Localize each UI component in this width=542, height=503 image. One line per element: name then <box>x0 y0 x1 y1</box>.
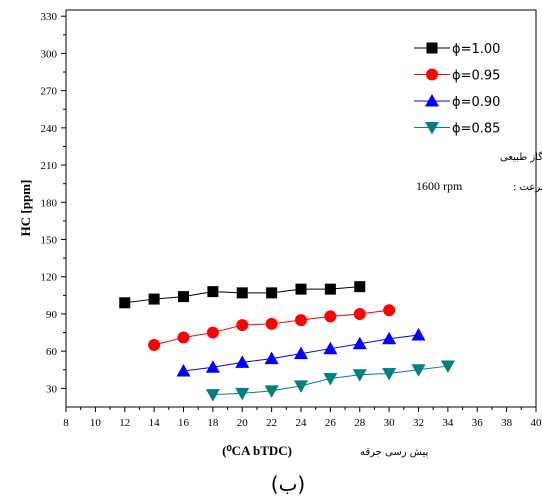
panel-label: (ب) <box>271 472 305 496</box>
y-tick-label: 240 <box>41 123 58 135</box>
triangle-up-marker <box>235 355 250 368</box>
series-1 <box>119 281 366 309</box>
square-marker <box>236 287 248 299</box>
square-marker <box>178 291 189 303</box>
triangle-up-marker <box>382 331 397 345</box>
circle-marker <box>295 314 307 327</box>
legend-label: ϕ=0.95 <box>452 69 500 84</box>
triangle-up-marker <box>205 360 220 373</box>
x-tick-label: 40 <box>531 417 542 429</box>
legend-item: ϕ=0.90 <box>414 94 500 110</box>
square-marker <box>295 283 307 295</box>
series-layer <box>119 281 455 402</box>
square-marker <box>426 42 438 54</box>
triangle-down-marker <box>411 364 426 377</box>
triangle-up-marker <box>425 94 439 107</box>
x-tick-label: 34 <box>442 417 454 429</box>
legend-item: ϕ=1.00 <box>414 42 500 57</box>
triangle-down-marker <box>294 380 308 393</box>
triangle-down-marker <box>235 387 250 401</box>
speed-label: سرعت : <box>513 182 542 193</box>
circle-marker <box>353 307 366 320</box>
x-axis-title-fa: پیش رسی جرقه <box>360 447 429 458</box>
triangle-up-marker <box>294 346 308 360</box>
series-3 <box>176 328 426 377</box>
y-tick-label: 30 <box>46 383 58 395</box>
square-marker <box>354 281 366 293</box>
circle-marker <box>324 310 337 323</box>
speed-value: 1600 rpm <box>416 179 463 193</box>
triangle-down-marker <box>264 385 279 398</box>
x-tick-label: 8 <box>63 417 69 429</box>
square-marker <box>119 297 131 309</box>
x-tick-label: 10 <box>90 417 102 429</box>
legend-label: ϕ=0.90 <box>452 95 500 110</box>
x-tick-label: 26 <box>325 417 337 429</box>
y-tick-label: 120 <box>41 272 58 284</box>
triangle-up-marker <box>264 351 279 365</box>
legend-item: ϕ=0.85 <box>414 122 500 137</box>
square-marker <box>148 293 160 305</box>
y-tick-label: 330 <box>41 11 58 23</box>
y-tick-label: 270 <box>41 86 58 98</box>
triangle-up-marker <box>176 364 191 377</box>
circle-marker <box>148 338 161 351</box>
x-tick-label: 38 <box>501 417 513 429</box>
x-tick-label: 16 <box>178 417 190 429</box>
triangle-up-marker <box>323 341 338 355</box>
square-marker <box>324 283 336 295</box>
legend-label: ϕ=0.85 <box>452 122 500 137</box>
circle-marker <box>206 326 219 339</box>
plot-frame <box>65 9 537 408</box>
x-tick-label: 12 <box>119 417 130 429</box>
circle-marker <box>265 317 278 330</box>
y-tick-label: 90 <box>46 309 58 321</box>
x-tick-label: 30 <box>384 417 396 429</box>
y-tick-labels: 30 60 90 120 150 180 210 240 270 300 330 <box>41 11 58 395</box>
y-tick-label: 300 <box>41 48 58 60</box>
y-tick-label: 60 <box>46 346 58 358</box>
circle-marker <box>177 331 190 344</box>
legend-label: ϕ=1.00 <box>452 42 500 57</box>
x-tick-label: 28 <box>354 417 366 429</box>
triangle-up-marker <box>411 328 426 341</box>
x-tick-label: 24 <box>296 417 308 429</box>
x-tick-labels: 8 10 12 14 16 18 20 22 24 26 28 30 32 34 36 38 40 <box>63 417 542 429</box>
square-marker <box>207 286 219 298</box>
circle-marker <box>426 68 438 81</box>
x-tick-label: 32 <box>413 417 424 429</box>
x-axis-title: (⁰CA bTDC) <box>222 443 292 458</box>
triangle-down-marker <box>323 372 338 386</box>
triangle-up-marker <box>352 336 367 350</box>
triangle-down-marker <box>425 122 439 135</box>
x-tick-label: 14 <box>149 417 161 429</box>
x-tick-label: 36 <box>472 417 484 429</box>
y-tick-label: 150 <box>41 235 58 247</box>
y-tick-label: 210 <box>41 160 58 172</box>
square-marker <box>266 287 278 299</box>
x-tick-label: 18 <box>207 417 219 429</box>
x-tick-label: 22 <box>266 417 277 429</box>
circle-marker <box>236 319 249 332</box>
legend-item: ϕ=0.95 <box>414 68 500 84</box>
circle-marker <box>383 304 396 317</box>
series-4 <box>205 360 455 402</box>
triangle-down-marker <box>205 389 220 402</box>
triangle-down-marker <box>440 360 455 374</box>
y-tick-label: 180 <box>41 197 58 209</box>
triangle-down-marker <box>352 369 367 382</box>
legend: ϕ=1.00 ϕ=0.95 ϕ=0.90 ϕ=0.85 <box>414 42 500 137</box>
fuel-note: سوخت: گاز طبیعی <box>500 151 542 163</box>
series-2 <box>148 304 396 351</box>
y-axis-title: HC [ppm] <box>18 180 33 237</box>
x-tick-label: 20 <box>237 417 249 429</box>
triangle-down-marker <box>382 368 397 381</box>
